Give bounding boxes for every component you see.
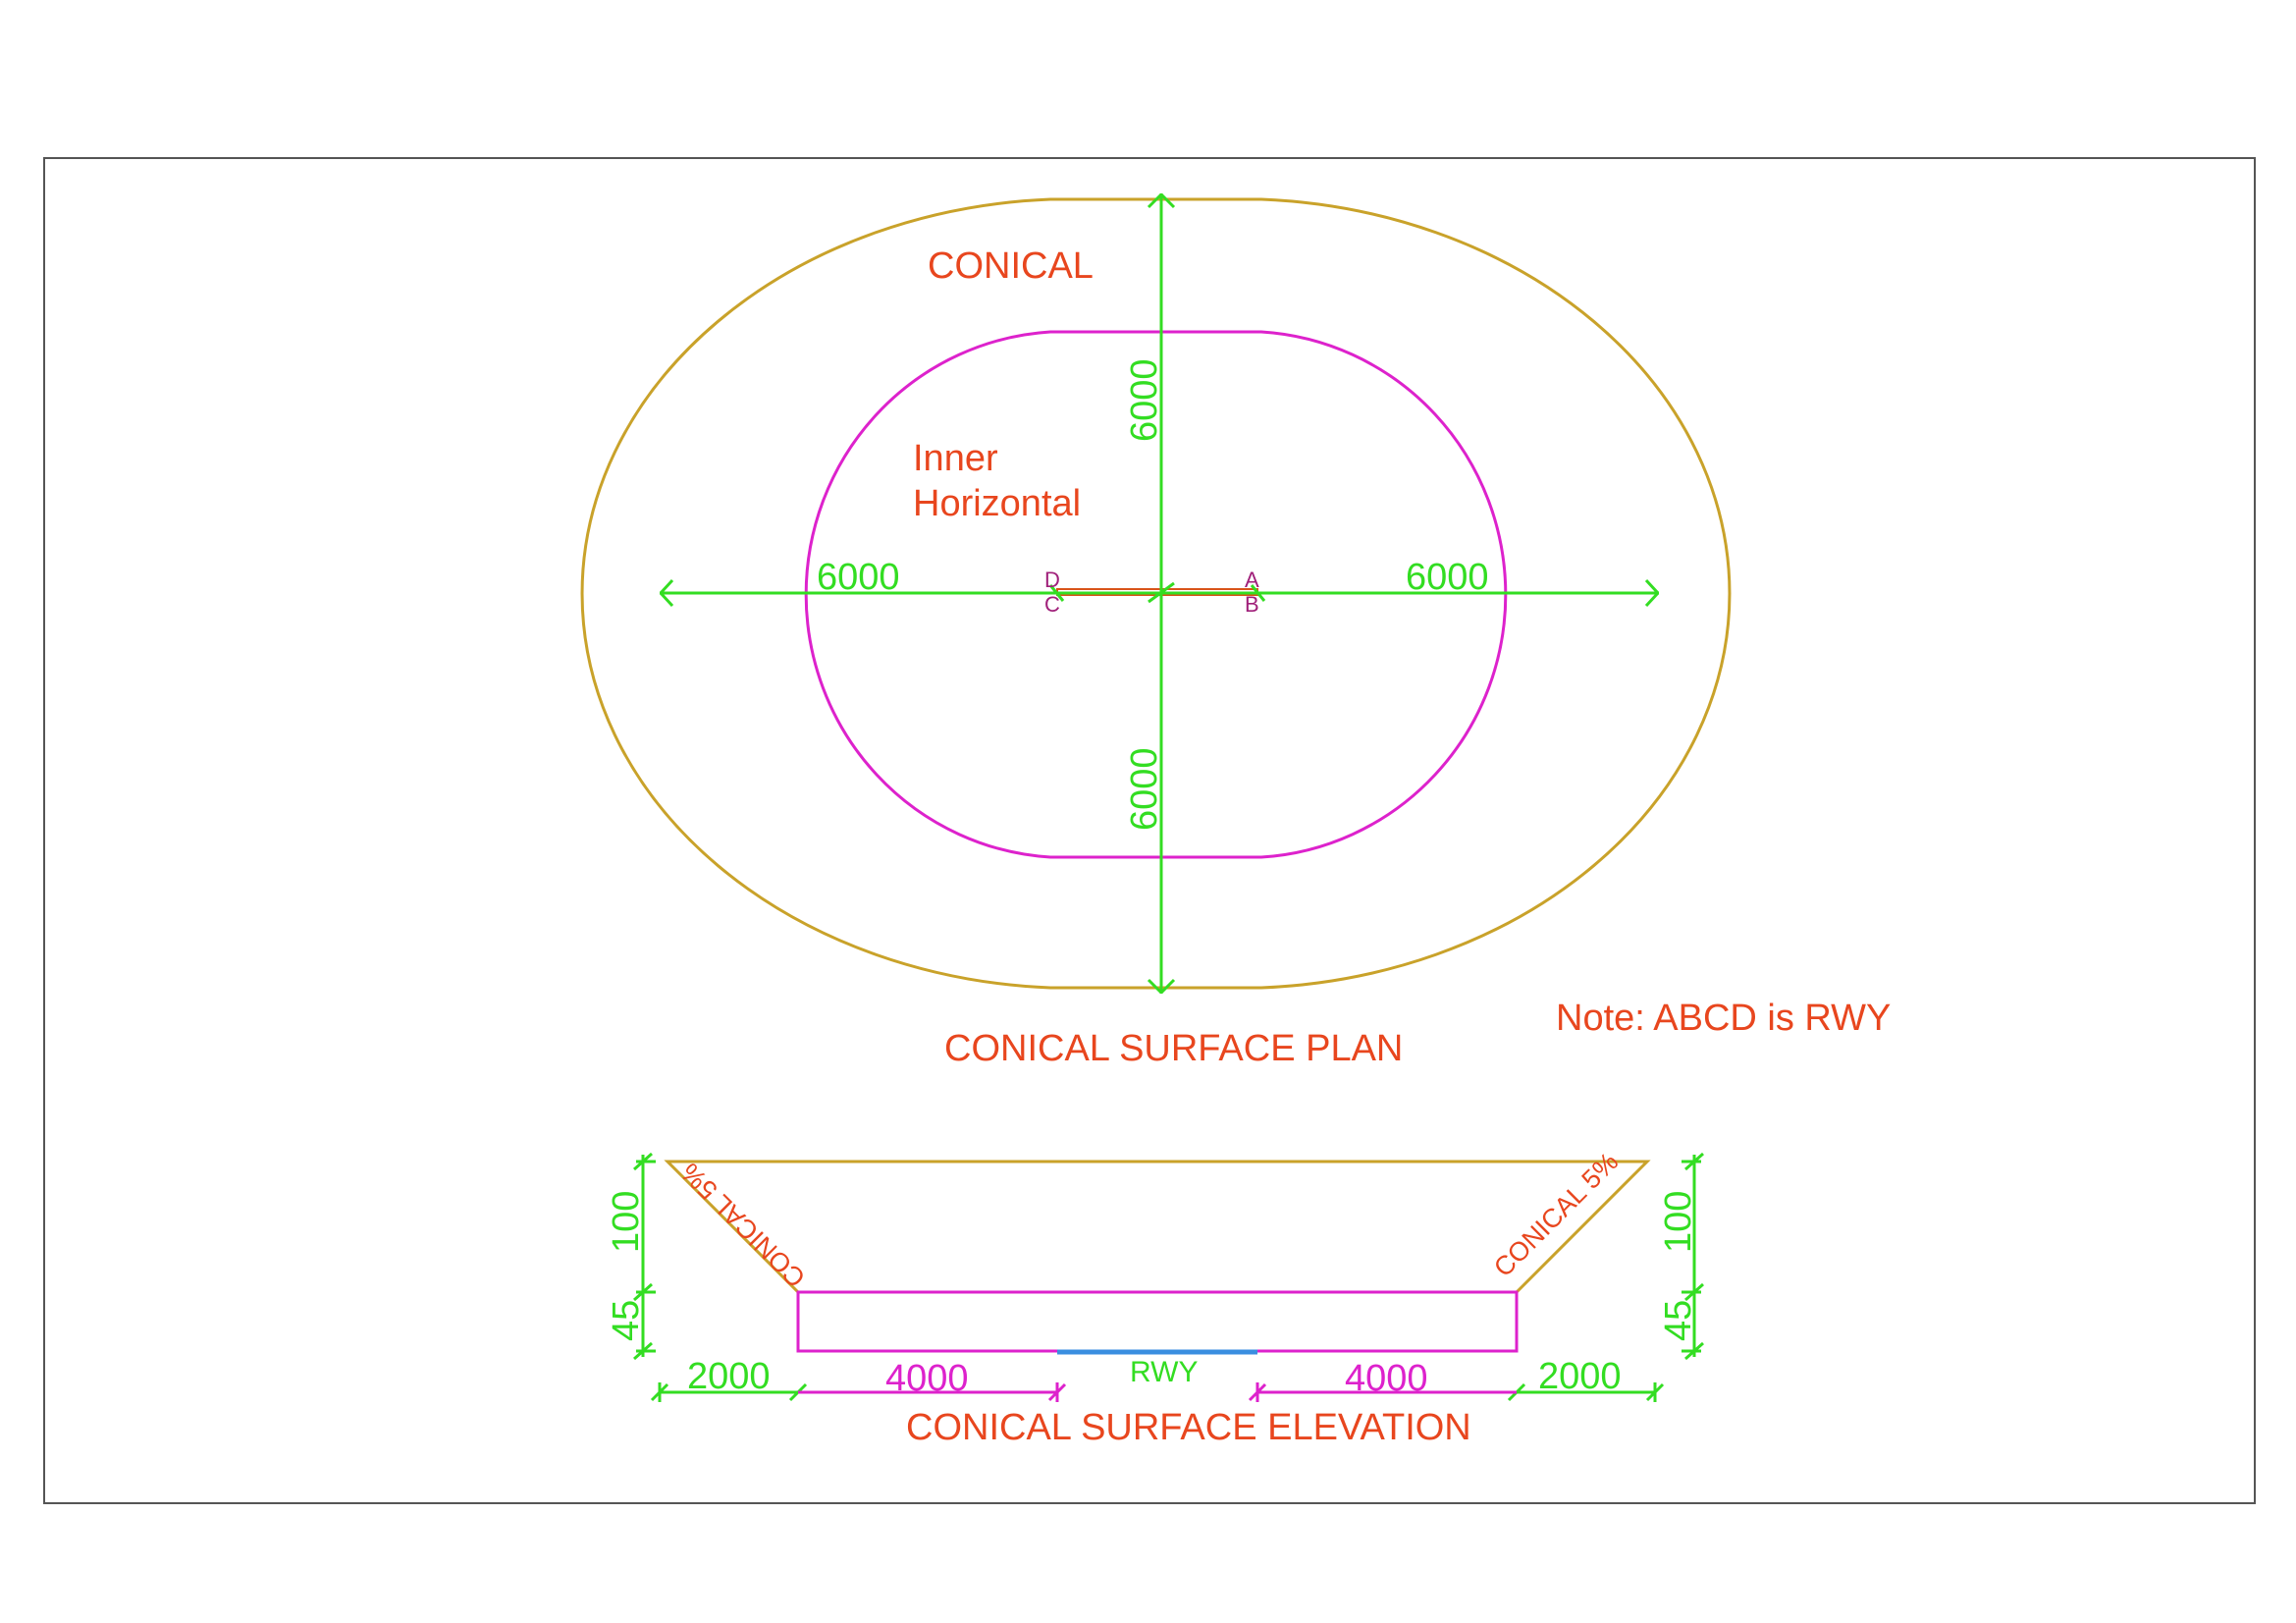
elevation-left-height-dimension bbox=[633, 1152, 656, 1361]
conical-boundary bbox=[580, 197, 1732, 990]
plan-horizontal-dimension bbox=[659, 578, 1660, 608]
runway-point-a: A bbox=[1245, 568, 1259, 592]
inner-horizontal-boundary bbox=[804, 330, 1508, 859]
width-dimension-outer-right-2000: 2000 bbox=[1538, 1356, 1622, 1397]
height-dimension-left-45: 45 bbox=[606, 1300, 647, 1341]
runway-point-b: B bbox=[1245, 592, 1259, 617]
conical-label: CONICAL bbox=[928, 245, 1094, 287]
width-dimension-outer-left-2000: 2000 bbox=[687, 1356, 771, 1397]
dimension-top-6000: 6000 bbox=[1124, 358, 1165, 442]
inner-horizontal-block bbox=[796, 1290, 1519, 1353]
slope-label-left: CONICAL 5% bbox=[675, 1158, 811, 1293]
slope-label-right: CONICAL 5% bbox=[1488, 1147, 1624, 1282]
plan-title: CONICAL SURFACE PLAN bbox=[944, 1028, 1403, 1069]
runway-note: Note: ABCD is RWY bbox=[1556, 998, 1891, 1039]
runway-point-c: C bbox=[1044, 592, 1060, 617]
height-dimension-right-45: 45 bbox=[1658, 1300, 1699, 1341]
runway-point-d: D bbox=[1044, 568, 1060, 592]
height-dimension-left-100: 100 bbox=[606, 1191, 647, 1253]
dimension-left-6000: 6000 bbox=[817, 557, 900, 598]
height-dimension-right-100: 100 bbox=[1658, 1191, 1699, 1253]
runway-label: RWY bbox=[1130, 1356, 1198, 1388]
width-dimension-inner-left-4000: 4000 bbox=[885, 1358, 969, 1399]
inner-horizontal-label-line1: Inner bbox=[913, 438, 998, 479]
drawing-frame bbox=[43, 157, 2256, 1504]
elevation-view: CONICAL 5% CONICAL 5% 100 45 100 45 bbox=[606, 1147, 1704, 1448]
dimension-bottom-6000: 6000 bbox=[1124, 747, 1165, 831]
inner-horizontal-label-line2: Horizontal bbox=[913, 483, 1081, 524]
width-dimension-inner-right-4000: 4000 bbox=[1345, 1358, 1428, 1399]
elevation-outer-width-dimensions bbox=[650, 1382, 1665, 1402]
dimension-right-6000: 6000 bbox=[1406, 557, 1489, 598]
elevation-inner-width-dimensions bbox=[798, 1382, 1517, 1402]
elevation-title: CONICAL SURFACE ELEVATION bbox=[906, 1407, 1471, 1448]
elevation-right-height-dimension bbox=[1682, 1152, 1704, 1361]
plan-view: CONICAL Inner Horizontal 6000 6000 6000 … bbox=[580, 192, 1891, 1069]
